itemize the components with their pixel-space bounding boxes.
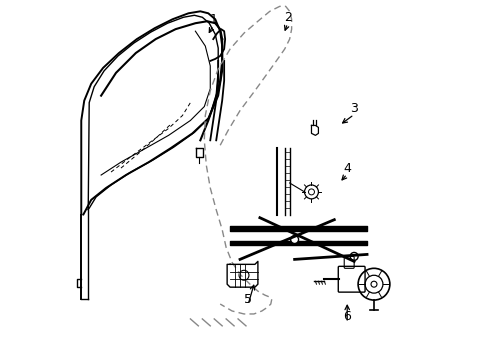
Text: 3: 3 (349, 102, 357, 115)
Text: 4: 4 (343, 162, 350, 175)
Text: 5: 5 (244, 293, 251, 306)
Circle shape (290, 235, 298, 243)
Text: 2: 2 (283, 11, 291, 24)
Text: 1: 1 (209, 13, 217, 26)
Text: 6: 6 (343, 310, 350, 323)
Circle shape (349, 252, 357, 260)
